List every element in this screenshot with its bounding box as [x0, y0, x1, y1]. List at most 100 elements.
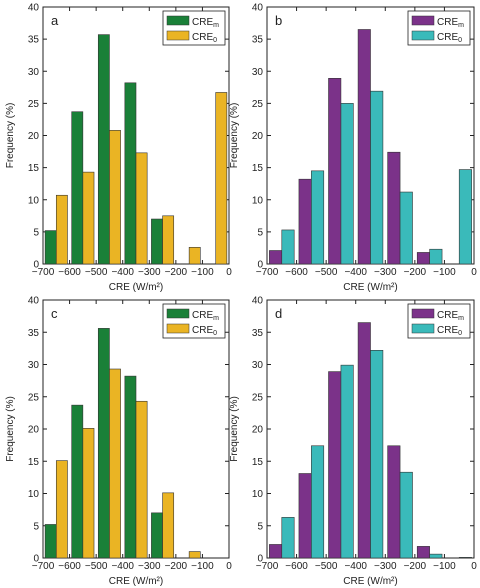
bar-crem — [97, 328, 110, 559]
bar-crem — [416, 252, 430, 265]
bar-cre0 — [429, 248, 443, 265]
y-tick-label: 30 — [252, 360, 264, 371]
y-tick-label: 15 — [28, 163, 40, 174]
y-axis-label: Frequency (%) — [5, 396, 16, 462]
x-tick-label: −200 — [165, 561, 188, 572]
bar-crem — [387, 151, 401, 265]
x-tick-label: 0 — [471, 267, 477, 278]
y-tick-label: 25 — [252, 99, 264, 110]
bar-cre0 — [135, 400, 148, 559]
bar-cre0 — [370, 350, 384, 559]
chart-panel-b: 0 5 10 15 20 25 30 35 40 −700 −600 −500 −400 −300 −200… — [229, 3, 477, 294]
x-tick-label: −300 — [374, 561, 397, 572]
y-tick-label: 20 — [28, 131, 40, 142]
x-tick-label: −300 — [138, 267, 161, 278]
bar-cre0 — [340, 364, 354, 559]
chart-panel-c: 0 5 10 15 20 25 30 35 40 −700 −600 −500 −400 −300 −200… — [5, 296, 232, 588]
x-axis-label: CRE (W/m²) — [343, 576, 397, 587]
bar-crem — [97, 34, 110, 265]
x-tick-label: 0 — [471, 561, 477, 572]
legend-label: CRE0 — [192, 325, 217, 337]
legend-swatch — [166, 30, 190, 41]
x-tick-label: −300 — [138, 561, 161, 572]
y-tick-label: 35 — [28, 35, 40, 46]
x-tick-label: −300 — [374, 267, 397, 278]
legend-swatch — [166, 308, 190, 319]
x-tick-label: −400 — [344, 561, 367, 572]
bar-cre0 — [162, 492, 175, 559]
x-axis-label: CRE (W/m²) — [109, 282, 163, 293]
panel-label: b — [275, 13, 282, 28]
x-tick-label: −100 — [433, 267, 456, 278]
legend-swatch — [411, 15, 435, 26]
y-tick-label: 25 — [28, 99, 40, 110]
x-tick-label: −200 — [404, 561, 427, 572]
legend-label: CRE0 — [192, 32, 217, 44]
bar-cre0 — [281, 517, 295, 559]
bar-cre0 — [399, 471, 413, 559]
y-tick-label: 0 — [257, 260, 263, 271]
bar-crem — [298, 473, 312, 559]
y-tick-label: 10 — [252, 195, 264, 206]
y-axis-label: Frequency (%) — [5, 103, 16, 169]
legend-label: CRE0 — [437, 325, 462, 337]
x-axis-label: CRE (W/m²) — [109, 576, 163, 587]
x-axis-label: CRE (W/m²) — [343, 282, 397, 293]
x-tick-label: −200 — [165, 267, 188, 278]
legend: CREm CRE0 — [162, 303, 226, 339]
legend-label: CREm — [192, 17, 219, 29]
bar-crem — [298, 178, 312, 265]
bar-crem — [71, 111, 84, 265]
panel-label: d — [275, 306, 282, 321]
bar-crem — [328, 78, 342, 265]
y-tick-label: 20 — [252, 131, 264, 142]
bar-crem — [357, 29, 371, 265]
bar-cre0 — [458, 557, 472, 559]
bar-crem — [328, 371, 342, 559]
x-tick-label: 0 — [226, 267, 232, 278]
legend-label: CREm — [192, 310, 219, 322]
y-tick-label: 0 — [33, 260, 39, 271]
legend-swatch — [166, 15, 190, 26]
y-tick-label: 5 — [33, 521, 39, 532]
y-tick-label: 40 — [252, 296, 264, 307]
bar-cre0 — [162, 215, 175, 265]
panel-label: a — [51, 13, 59, 28]
x-tick-label: −400 — [344, 267, 367, 278]
bar-cre0 — [399, 191, 413, 265]
bar-crem — [269, 250, 283, 265]
x-tick-label: −700 — [256, 561, 279, 572]
bar-cre0 — [188, 246, 201, 265]
x-tick-label: −400 — [111, 267, 134, 278]
chart-panel-a: 0 5 10 15 20 25 30 35 40 −700 −600 −500 −400 −300 −200… — [5, 3, 232, 294]
y-tick-label: 40 — [28, 296, 40, 307]
x-tick-label: −100 — [433, 561, 456, 572]
bar-crem — [416, 546, 430, 559]
x-tick-label: −600 — [58, 267, 81, 278]
y-tick-label: 15 — [28, 457, 40, 468]
bar-cre0 — [55, 460, 68, 559]
bar-crem — [124, 82, 137, 265]
legend-label: CRE0 — [437, 32, 462, 44]
y-tick-label: 35 — [252, 35, 264, 46]
bar-cre0 — [82, 171, 95, 265]
legend: CREm CRE0 — [407, 303, 471, 339]
legend-swatch — [411, 323, 435, 334]
chart-panel-d: 0 5 10 15 20 25 30 35 40 −700 −600 −500 −400 −300 −200… — [229, 296, 477, 588]
y-tick-label: 15 — [252, 163, 264, 174]
legend: CREm CRE0 — [162, 10, 226, 46]
bar-cre0 — [429, 553, 443, 559]
y-tick-label: 10 — [28, 195, 40, 206]
y-tick-label: 25 — [252, 392, 264, 403]
bar-cre0 — [215, 92, 228, 265]
y-tick-label: 5 — [33, 227, 39, 238]
bar-cre0 — [109, 368, 121, 559]
bar-crem — [44, 524, 57, 559]
bar-crem — [71, 404, 84, 559]
y-tick-label: 35 — [28, 328, 40, 339]
y-tick-label: 0 — [33, 554, 39, 565]
y-tick-label: 30 — [252, 67, 264, 78]
y-tick-label: 5 — [257, 227, 263, 238]
bar-cre0 — [340, 103, 354, 265]
